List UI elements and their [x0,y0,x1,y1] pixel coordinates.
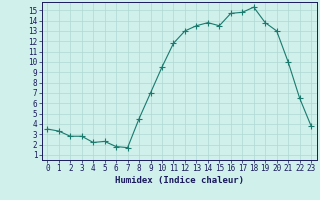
X-axis label: Humidex (Indice chaleur): Humidex (Indice chaleur) [115,176,244,185]
